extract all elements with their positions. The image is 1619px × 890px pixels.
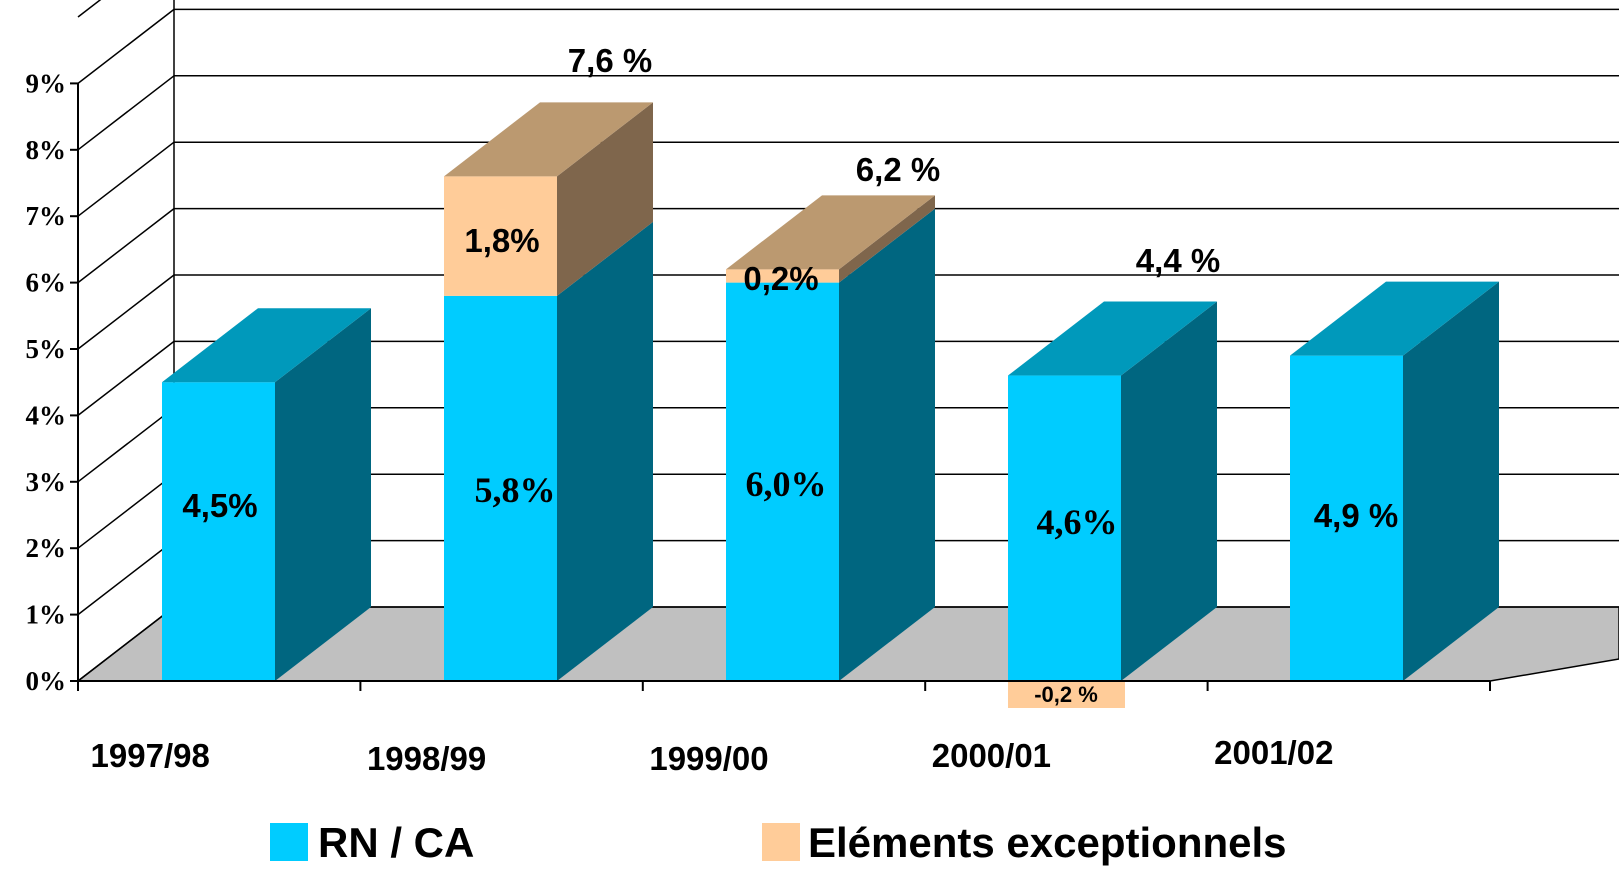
data-label-exceptionnel: 1,8% bbox=[464, 222, 539, 259]
y-tick-label: 0% bbox=[26, 666, 67, 696]
bar-rn-ca-top bbox=[1290, 281, 1499, 356]
chart-legend: RN / CA Eléments exceptionnels bbox=[270, 819, 1287, 866]
y-tick-label: 1% bbox=[26, 600, 67, 630]
legend-label: RN / CA bbox=[318, 819, 474, 866]
bar-rn-ca bbox=[162, 382, 275, 681]
bar-rn-ca-top bbox=[162, 308, 371, 383]
x-tick-label: 2000/01 bbox=[932, 737, 1051, 774]
bar-group bbox=[726, 195, 935, 681]
total-label: 7,6 % bbox=[568, 42, 652, 79]
bar-exceptionnel-side bbox=[557, 102, 653, 296]
gridline-side bbox=[77, 141, 175, 217]
data-label-exceptionnel: 0,2% bbox=[743, 260, 818, 297]
total-label: 6,2 % bbox=[856, 151, 940, 188]
bar-rn-ca-side bbox=[557, 221, 653, 681]
y-tick-label: 6% bbox=[26, 268, 67, 298]
bar-group bbox=[444, 102, 653, 681]
chart-axes: 0% 1% 2% 3% 4% 5% 6% 7% 8% 9% 1997/98 1998/99 1999/0… bbox=[26, 68, 1491, 777]
gridline-side bbox=[77, 0, 102, 18]
legend-swatch bbox=[270, 823, 308, 861]
bar-group bbox=[162, 308, 371, 681]
bar-rn-ca-side bbox=[1403, 281, 1499, 681]
chart-bars bbox=[162, 102, 1499, 708]
bar-exceptionnel-side bbox=[839, 195, 935, 283]
bar-group bbox=[1290, 281, 1499, 681]
bar-group bbox=[1008, 301, 1217, 708]
x-tick-label: 1997/98 bbox=[91, 737, 210, 774]
y-tick-label: 3% bbox=[26, 467, 67, 497]
chart-labels: 4,5% 5,8% 6,0% 4,6% 4,9 % 1,8% 0,2% -0,2 % 7,6 %… bbox=[182, 42, 1398, 707]
data-label-rn-ca: 6,0% bbox=[746, 464, 827, 504]
data-label-rn-ca: 5,8% bbox=[475, 470, 556, 510]
gridline-side bbox=[77, 340, 175, 416]
legend-swatch bbox=[762, 823, 800, 861]
gridline-side bbox=[77, 75, 175, 151]
data-label-rn-ca: 4,5% bbox=[182, 487, 257, 524]
gridline-side bbox=[77, 473, 175, 549]
gridline-side bbox=[77, 540, 175, 616]
bar-rn-ca-top bbox=[1008, 301, 1217, 376]
bar-exceptionnel bbox=[444, 176, 557, 296]
gridline-side bbox=[77, 407, 175, 483]
data-label-exceptionnel: -0,2 % bbox=[1034, 682, 1098, 707]
legend-label: Eléments exceptionnels bbox=[808, 819, 1287, 866]
data-label-rn-ca: 4,6% bbox=[1037, 502, 1118, 542]
y-tick-label: 4% bbox=[26, 400, 67, 430]
gridline-side bbox=[77, 606, 175, 682]
gridline-side bbox=[77, 208, 175, 284]
bar-rn-ca-side bbox=[839, 208, 935, 681]
bar-exceptionnel-top bbox=[444, 102, 653, 177]
bar-rn-ca bbox=[1290, 355, 1403, 681]
gridline-side bbox=[77, 8, 175, 84]
x-tick-label: 1998/99 bbox=[367, 740, 486, 777]
y-tick-label: 9% bbox=[26, 68, 67, 98]
bar-rn-ca bbox=[444, 295, 557, 681]
y-tick-label: 7% bbox=[26, 201, 67, 231]
bar-rn-ca bbox=[1008, 375, 1121, 681]
data-label-rn-ca: 4,9 % bbox=[1314, 497, 1398, 534]
bar-rn-ca-side bbox=[275, 308, 371, 681]
bar-exceptionnel-top bbox=[726, 195, 935, 270]
bar-rn-ca-side bbox=[1121, 301, 1217, 681]
y-tick-label: 2% bbox=[26, 533, 67, 563]
x-tick-label: 1999/00 bbox=[649, 740, 768, 777]
bar-rn-ca bbox=[726, 282, 839, 681]
total-label: 4,4 % bbox=[1136, 242, 1220, 279]
gridline-side bbox=[77, 274, 175, 350]
bar-exceptionnel bbox=[726, 269, 839, 283]
y-tick-label: 5% bbox=[26, 334, 67, 364]
bar-exceptionnel-negative bbox=[1008, 681, 1125, 708]
x-tick-label: 2001/02 bbox=[1214, 734, 1333, 771]
y-tick-label: 8% bbox=[26, 135, 67, 165]
